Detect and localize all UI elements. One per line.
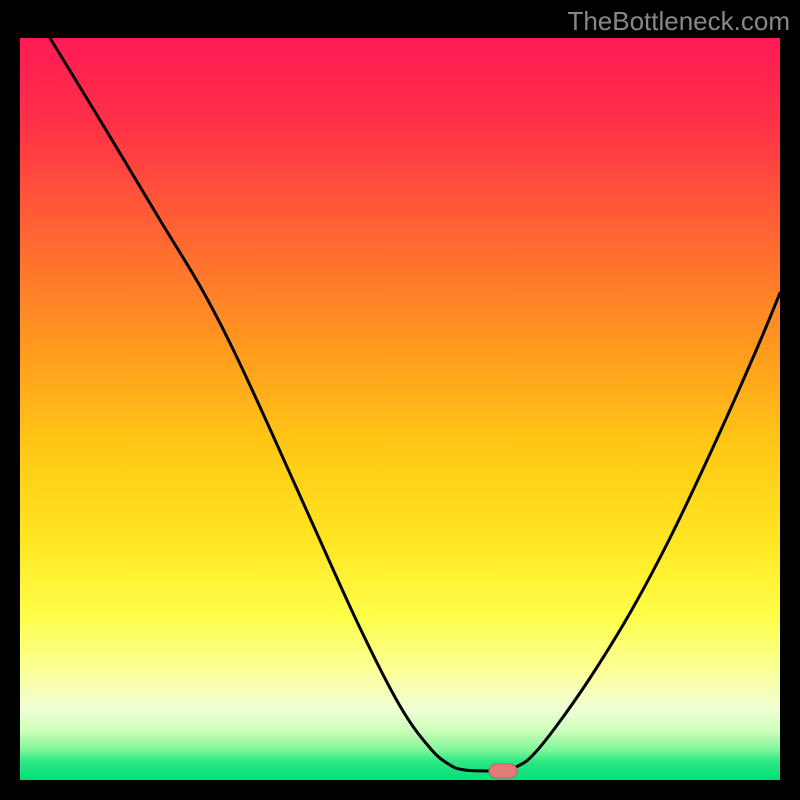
watermark-text: TheBottleneck.com xyxy=(567,6,790,37)
chart-container: TheBottleneck.com xyxy=(0,0,800,800)
bottleneck-curve xyxy=(50,38,780,771)
optimal-marker xyxy=(489,764,517,778)
plot-area xyxy=(20,38,780,780)
curve-layer xyxy=(20,38,780,780)
